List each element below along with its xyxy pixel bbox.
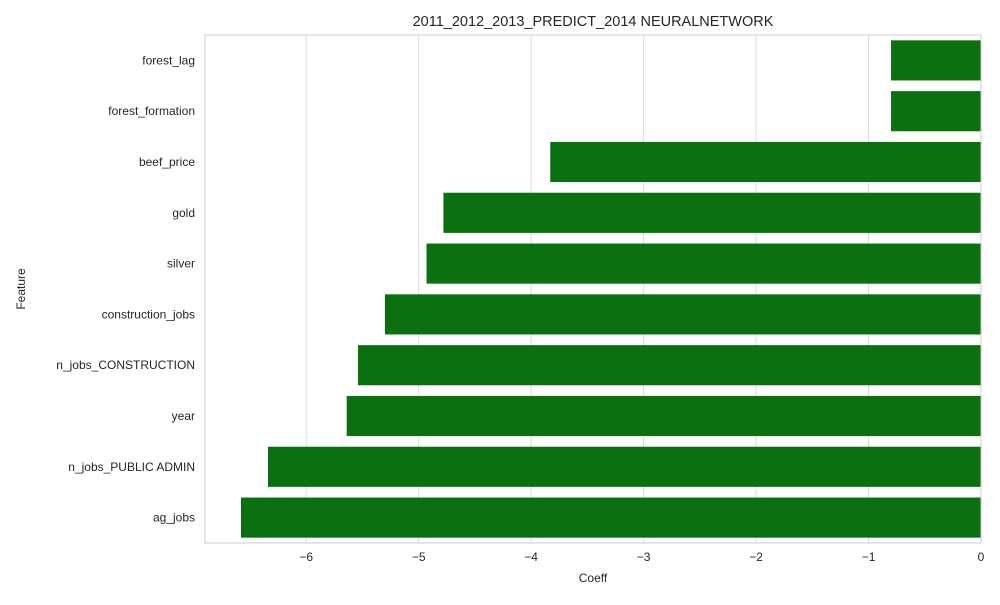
bar-beef_price [550, 141, 981, 183]
x-tick-label: −1 [862, 550, 876, 564]
x-tick-label: −5 [412, 550, 426, 564]
chart-title: 2011_2012_2013_PREDICT_2014 NEURALNETWOR… [413, 14, 774, 30]
y-tick-label: n_jobs_PUBLIC ADMIN [68, 460, 195, 474]
x-tick-label: −3 [637, 550, 651, 564]
bar-n_jobs_construction [357, 345, 982, 386]
x-tick-label: 0 [978, 550, 985, 564]
bar-year [346, 395, 981, 437]
bar-construction_jobs [384, 294, 981, 335]
bar-n_jobs_public-admin [267, 446, 981, 487]
y-tick-label: forest_formation [108, 104, 195, 118]
x-tick-label: −4 [524, 550, 538, 564]
bar-ag_jobs [240, 497, 981, 538]
y-tick-label: construction_jobs [102, 307, 195, 321]
y-tick-label: forest_lag [142, 53, 195, 67]
y-tick-label: n_jobs_CONSTRUCTION [56, 358, 195, 372]
bars [240, 40, 982, 538]
y-tick-label: ag_jobs [153, 511, 195, 525]
y-axis-label: Feature [14, 268, 28, 310]
bar-gold [443, 192, 981, 233]
x-tick-label: −6 [299, 550, 313, 564]
y-tick-label: gold [172, 206, 195, 220]
y-tick-label: year [172, 409, 195, 423]
x-axis-label: Coeff [579, 571, 608, 585]
y-tick-label: silver [167, 257, 195, 271]
bar-forest_formation [891, 91, 981, 132]
bar-silver [426, 243, 982, 284]
x-tick-label: −2 [749, 550, 763, 564]
plot-frame [204, 34, 982, 544]
y-tick-labels: forest_lag forest_formation beef_pricegold… [56, 53, 195, 524]
bar-forest_lag [891, 40, 981, 81]
y-tick-label: beef_price [139, 155, 195, 169]
x-tick-labels: −6 −5 −4 −3 −2 −1 0 [299, 550, 984, 564]
